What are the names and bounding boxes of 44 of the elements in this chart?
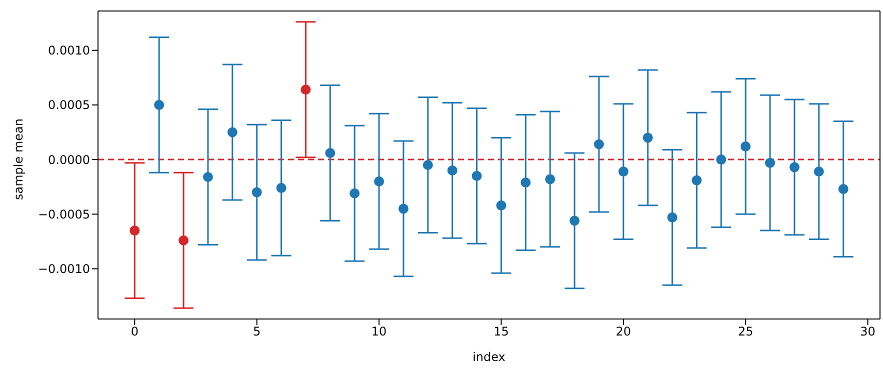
y-tick-label: 0.0000 <box>48 152 90 167</box>
point <box>570 216 580 226</box>
point <box>227 127 238 138</box>
x-tick-label: 0 <box>130 324 138 339</box>
point <box>154 100 164 110</box>
point <box>325 148 336 158</box>
y-tick-label: 0.0005 <box>48 98 90 112</box>
x-tick-label: 10 <box>371 324 387 339</box>
y-tick-label: −0.0005 <box>38 207 90 222</box>
y-tick-label: −0.0010 <box>38 262 90 276</box>
point <box>789 162 800 172</box>
point <box>520 177 531 188</box>
point <box>374 176 384 186</box>
point <box>398 204 408 214</box>
point <box>447 165 458 176</box>
point <box>496 200 506 210</box>
point <box>667 212 678 222</box>
point <box>178 235 189 246</box>
point <box>716 154 726 165</box>
point <box>252 187 262 198</box>
point <box>350 188 360 198</box>
point <box>838 184 848 194</box>
x-tick-label: 20 <box>616 324 632 339</box>
point <box>545 174 556 184</box>
point <box>740 141 751 152</box>
x-tick-label: 15 <box>494 324 509 339</box>
x-tick-label: 30 <box>860 324 876 339</box>
point <box>300 84 311 95</box>
point <box>202 172 213 182</box>
point <box>472 170 482 181</box>
x-tick-label: 5 <box>253 324 261 339</box>
point <box>642 132 653 143</box>
point <box>692 175 702 186</box>
y-tick-label: 0.0010 <box>48 44 90 58</box>
x-tick-label: 25 <box>738 324 754 339</box>
point <box>618 166 628 177</box>
x-axis-title: index <box>472 350 506 364</box>
point <box>594 139 604 150</box>
y-axis-title: sample mean <box>11 118 26 200</box>
point <box>814 166 824 177</box>
point <box>422 160 433 170</box>
point <box>765 158 776 168</box>
point <box>130 226 140 236</box>
point <box>276 182 286 193</box>
